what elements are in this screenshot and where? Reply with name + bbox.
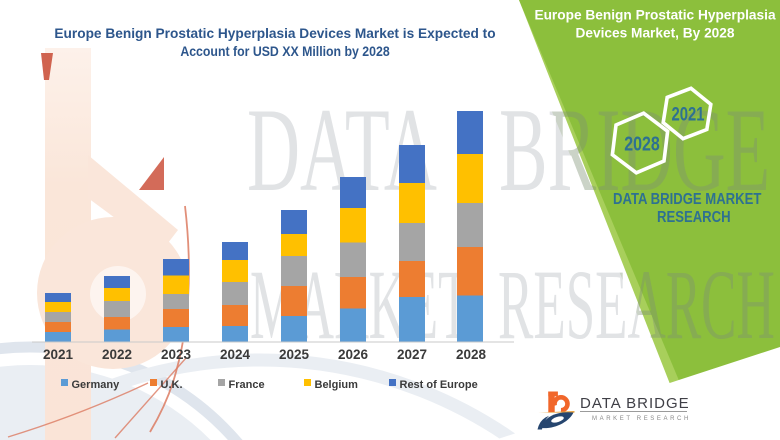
svg-text:Belgium: Belgium [315, 379, 359, 391]
svg-text:DATA BRIDGE: DATA BRIDGE [580, 395, 690, 412]
svg-text:RESEARCH: RESEARCH [657, 209, 731, 226]
svg-text:BRIDGE: BRIDGE [499, 85, 770, 217]
svg-text:Europe Benign Prostatic Hyperp: Europe Benign Prostatic Hyperplasia [534, 8, 776, 23]
svg-text:RESEARCH: RESEARCH [498, 251, 775, 361]
svg-text:Germany: Germany [72, 379, 121, 391]
svg-text:2028: 2028 [624, 132, 660, 155]
svg-text:2027: 2027 [397, 347, 427, 362]
svg-text:DATA BRIDGE MARKET: DATA BRIDGE MARKET [613, 191, 761, 208]
svg-text:2023: 2023 [161, 347, 192, 362]
svg-text:2026: 2026 [338, 347, 369, 362]
svg-text:Rest of Europe: Rest of Europe [400, 379, 478, 391]
svg-text:2021: 2021 [43, 347, 74, 362]
svg-text:Europe Benign Prostatic Hyperp: Europe Benign Prostatic Hyperplasia Devi… [54, 26, 495, 41]
svg-text:2021: 2021 [672, 104, 705, 125]
svg-text:France: France [229, 379, 265, 391]
svg-text:2024: 2024 [220, 347, 251, 362]
svg-text:U.K.: U.K. [161, 379, 183, 391]
svg-text:Account for USD XX Million by: Account for USD XX Million by 2028 [180, 43, 389, 59]
svg-text:2028: 2028 [456, 347, 487, 362]
svg-text:MARKET RESEARCH: MARKET RESEARCH [592, 416, 691, 422]
svg-text:2025: 2025 [279, 347, 310, 362]
svg-text:Devices Market, By 2028: Devices Market, By 2028 [575, 26, 734, 41]
svg-text:2022: 2022 [102, 347, 132, 362]
